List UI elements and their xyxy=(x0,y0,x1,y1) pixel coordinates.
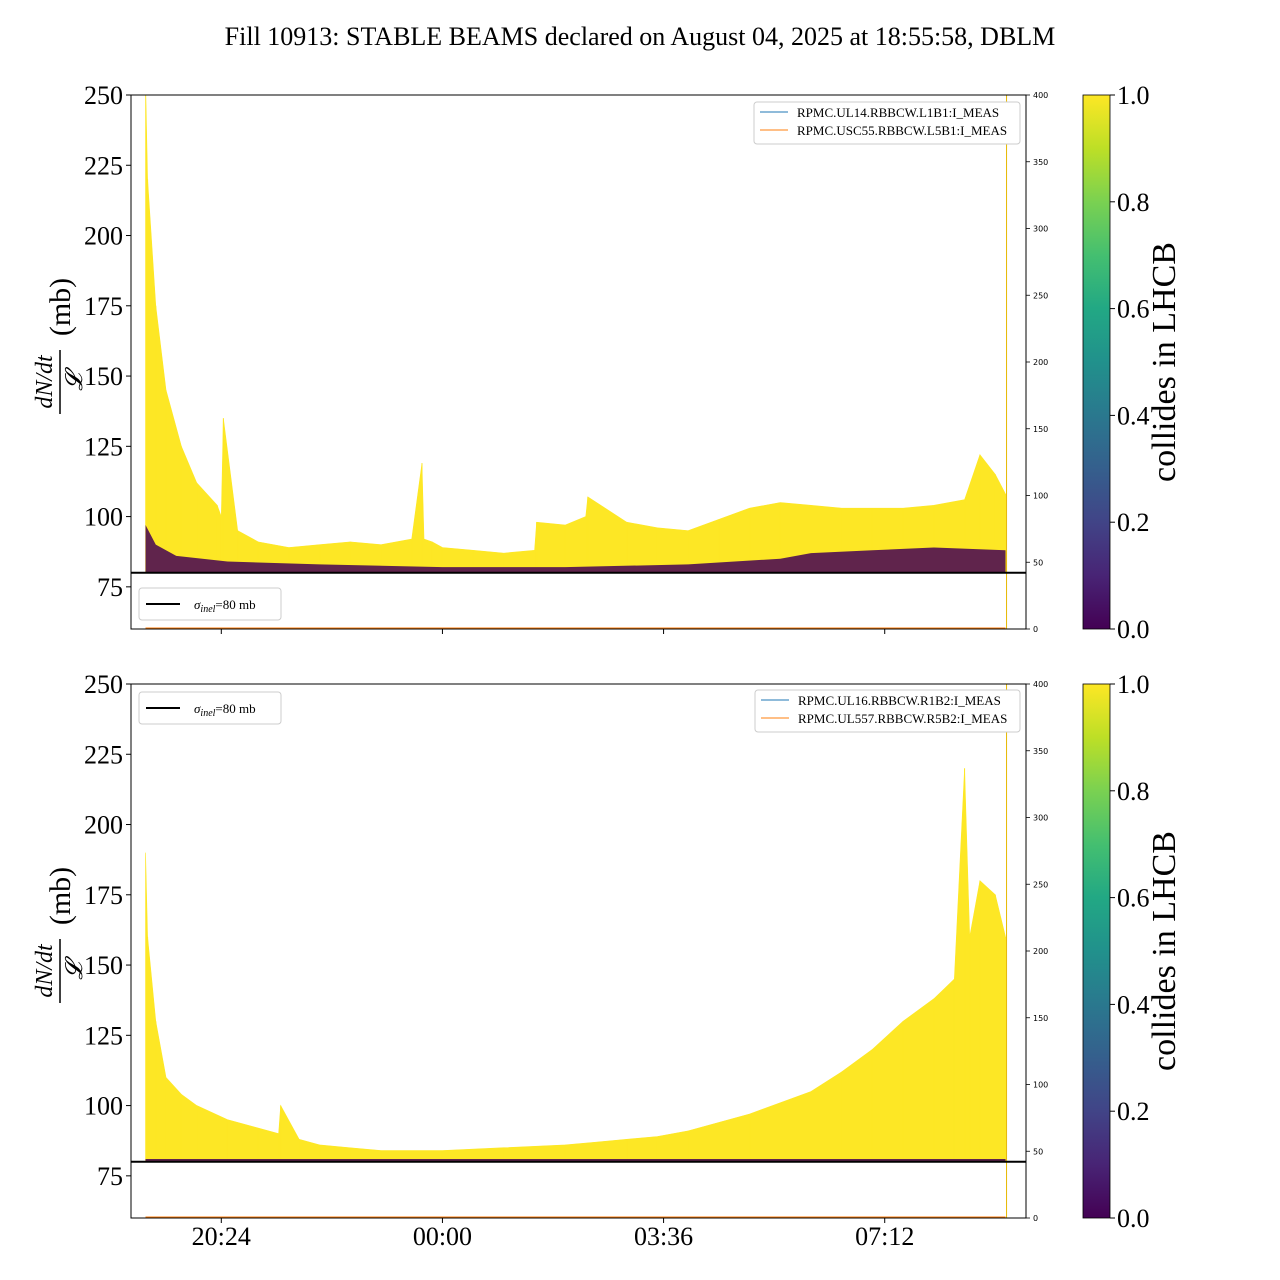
bottom-ylabel-numerator: dN/dt xyxy=(32,943,58,998)
colorbar-tick-label: 0.0 xyxy=(1117,1204,1150,1233)
bottom-legend-reference: σinel=80 mb xyxy=(138,691,282,725)
bottom-panel: 75 100 125 150 175 200 225 250 0 50 100 150 200 250 3… xyxy=(32,670,1183,1251)
y2-tick-label: 50 xyxy=(1033,1147,1043,1156)
y2-tick-label: 100 xyxy=(1033,492,1048,501)
top-legend-reference-label: σinel=80 mb xyxy=(194,597,256,615)
y-tick-label: 225 xyxy=(84,740,123,769)
x-tick-label: 20:24 xyxy=(192,1222,251,1251)
y-tick-label: 200 xyxy=(84,222,123,251)
y2-tick-label: 350 xyxy=(1033,747,1048,756)
bottom-colorbar-label: collides in LHCB xyxy=(1146,831,1183,1071)
top-plot-area xyxy=(131,95,1026,629)
y-tick-label: 150 xyxy=(84,951,123,980)
y-tick-label: 100 xyxy=(84,503,123,532)
colorbar-tick-label: 0.2 xyxy=(1117,508,1150,537)
bottom-legend-channels-box xyxy=(754,689,1021,733)
y-tick-label: 225 xyxy=(84,151,123,180)
top-panel: 75 100 125 150 175 200 225 250 0 50 100 150 200 250 3… xyxy=(32,81,1183,644)
y2-tick-label: 400 xyxy=(1033,680,1048,689)
y-tick-label: 175 xyxy=(84,881,123,910)
colorbar-tick-label: 0.8 xyxy=(1117,188,1150,217)
bottom-legend-channel-1-label: RPMC.UL16.RBBCW.R1B2:I_MEAS xyxy=(798,693,1001,708)
y2-tick-label: 150 xyxy=(1033,425,1048,434)
yellow-rate-area xyxy=(145,768,1006,1163)
y-tick-label: 75 xyxy=(97,573,123,602)
top-y-ticks: 75 100 125 150 175 200 225 250 xyxy=(84,81,131,602)
bottom-y2-ticks: 0 50 100 150 200 250 300 350 400 xyxy=(1026,680,1048,1223)
bottom-x-ticks: 20:24 00:00 03:36 07:12 xyxy=(192,1218,914,1251)
y-tick-label: 250 xyxy=(84,670,123,699)
y2-tick-label: 200 xyxy=(1033,947,1048,956)
y2-tick-label: 200 xyxy=(1033,358,1048,367)
y2-tick-label: 100 xyxy=(1033,1081,1048,1090)
dark-rate-band xyxy=(145,525,1006,573)
colorbar-tick-label: 0.8 xyxy=(1117,777,1150,806)
figure-title: Fill 10913: STABLE BEAMS declared on Aug… xyxy=(225,22,1056,51)
y2-tick-label: 0 xyxy=(1033,625,1038,634)
y-tick-label: 125 xyxy=(84,432,123,461)
bottom-plot-area xyxy=(131,684,1026,1218)
yellow-rate-area xyxy=(145,95,1006,574)
colorbar-tick-label: 0.6 xyxy=(1117,884,1150,913)
top-x-ticks xyxy=(220,629,886,634)
bottom-colorbar-gradient xyxy=(1082,683,1111,1219)
x-tick-label: 07:12 xyxy=(855,1222,914,1251)
y2-tick-label: 400 xyxy=(1033,91,1048,100)
y-tick-label: 175 xyxy=(84,292,123,321)
top-legend-channels: RPMC.UL14.RBBCW.L1B1:I_MEAS RPMC.USC55.R… xyxy=(753,101,1021,145)
colorbar-tick-label: 1.0 xyxy=(1117,670,1150,699)
x-tick-label: 00:00 xyxy=(413,1222,472,1251)
colorbar-tick-label: 0.2 xyxy=(1117,1097,1150,1126)
top-colorbar-gradient xyxy=(1082,94,1111,630)
top-colorbar-ticks: 0.0 0.2 0.4 0.6 0.8 1.0 xyxy=(1110,81,1150,644)
top-legend-reference-box xyxy=(138,587,282,621)
y2-tick-label: 300 xyxy=(1033,225,1048,234)
bottom-colorbar-ticks: 0.0 0.2 0.4 0.6 0.8 1.0 xyxy=(1110,670,1150,1233)
bottom-legend-reference-label: σinel=80 mb xyxy=(194,701,256,719)
top-legend-channel-1-label: RPMC.UL14.RBBCW.L1B1:I_MEAS xyxy=(797,105,999,120)
bottom-legend-reference-box xyxy=(138,691,282,725)
colorbar-tick-label: 1.0 xyxy=(1117,81,1150,110)
bottom-colorbar: 0.0 0.2 0.4 0.6 0.8 1.0 collides in LHCB xyxy=(1082,670,1183,1233)
bottom-ylabel-unit: (mb) xyxy=(44,867,77,925)
top-legend-channels-box xyxy=(753,101,1021,145)
top-legend-channel-2-label: RPMC.USC55.RBBCW.L5B1:I_MEAS xyxy=(797,123,1007,138)
bottom-y-ticks: 75 100 125 150 175 200 225 250 xyxy=(84,670,131,1191)
y2-tick-label: 300 xyxy=(1033,814,1048,823)
top-y2-ticks: 0 50 100 150 200 250 300 350 400 xyxy=(1026,91,1048,634)
x-tick-label: 03:36 xyxy=(634,1222,693,1251)
bottom-legend-channels: RPMC.UL16.RBBCW.R1B2:I_MEAS RPMC.UL557.R… xyxy=(754,689,1021,733)
y-tick-label: 125 xyxy=(84,1021,123,1050)
colorbar-tick-label: 0.0 xyxy=(1117,615,1150,644)
colorbar-tick-label: 0.4 xyxy=(1117,990,1150,1019)
top-colorbar: 0.0 0.2 0.4 0.6 0.8 1.0 collides in LHCB xyxy=(1082,81,1183,644)
top-colorbar-label: collides in LHCB xyxy=(1146,242,1183,482)
y-tick-label: 250 xyxy=(84,81,123,110)
top-ylabel-unit: (mb) xyxy=(44,278,77,336)
y2-tick-label: 0 xyxy=(1033,1214,1038,1223)
y2-tick-label: 250 xyxy=(1033,880,1048,889)
y2-tick-label: 250 xyxy=(1033,291,1048,300)
y2-tick-label: 50 xyxy=(1033,558,1043,567)
bottom-legend-channel-2-label: RPMC.UL557.RBBCW.R5B2:I_MEAS xyxy=(798,711,1007,726)
bottom-ylabel: dN/dt 𝓛 (mb) xyxy=(32,867,88,1003)
colorbar-tick-label: 0.4 xyxy=(1117,401,1150,430)
colorbar-tick-label: 0.6 xyxy=(1117,295,1150,324)
top-ylabel: dN/dt 𝓛 (mb) xyxy=(32,278,88,414)
top-ylabel-numerator: dN/dt xyxy=(32,354,58,409)
y2-tick-label: 150 xyxy=(1033,1014,1048,1023)
top-legend-reference: σinel=80 mb xyxy=(138,587,282,621)
y-tick-label: 100 xyxy=(84,1092,123,1121)
y-tick-label: 75 xyxy=(97,1162,123,1191)
y-tick-label: 150 xyxy=(84,362,123,391)
y2-tick-label: 350 xyxy=(1033,158,1048,167)
y-tick-label: 200 xyxy=(84,811,123,840)
